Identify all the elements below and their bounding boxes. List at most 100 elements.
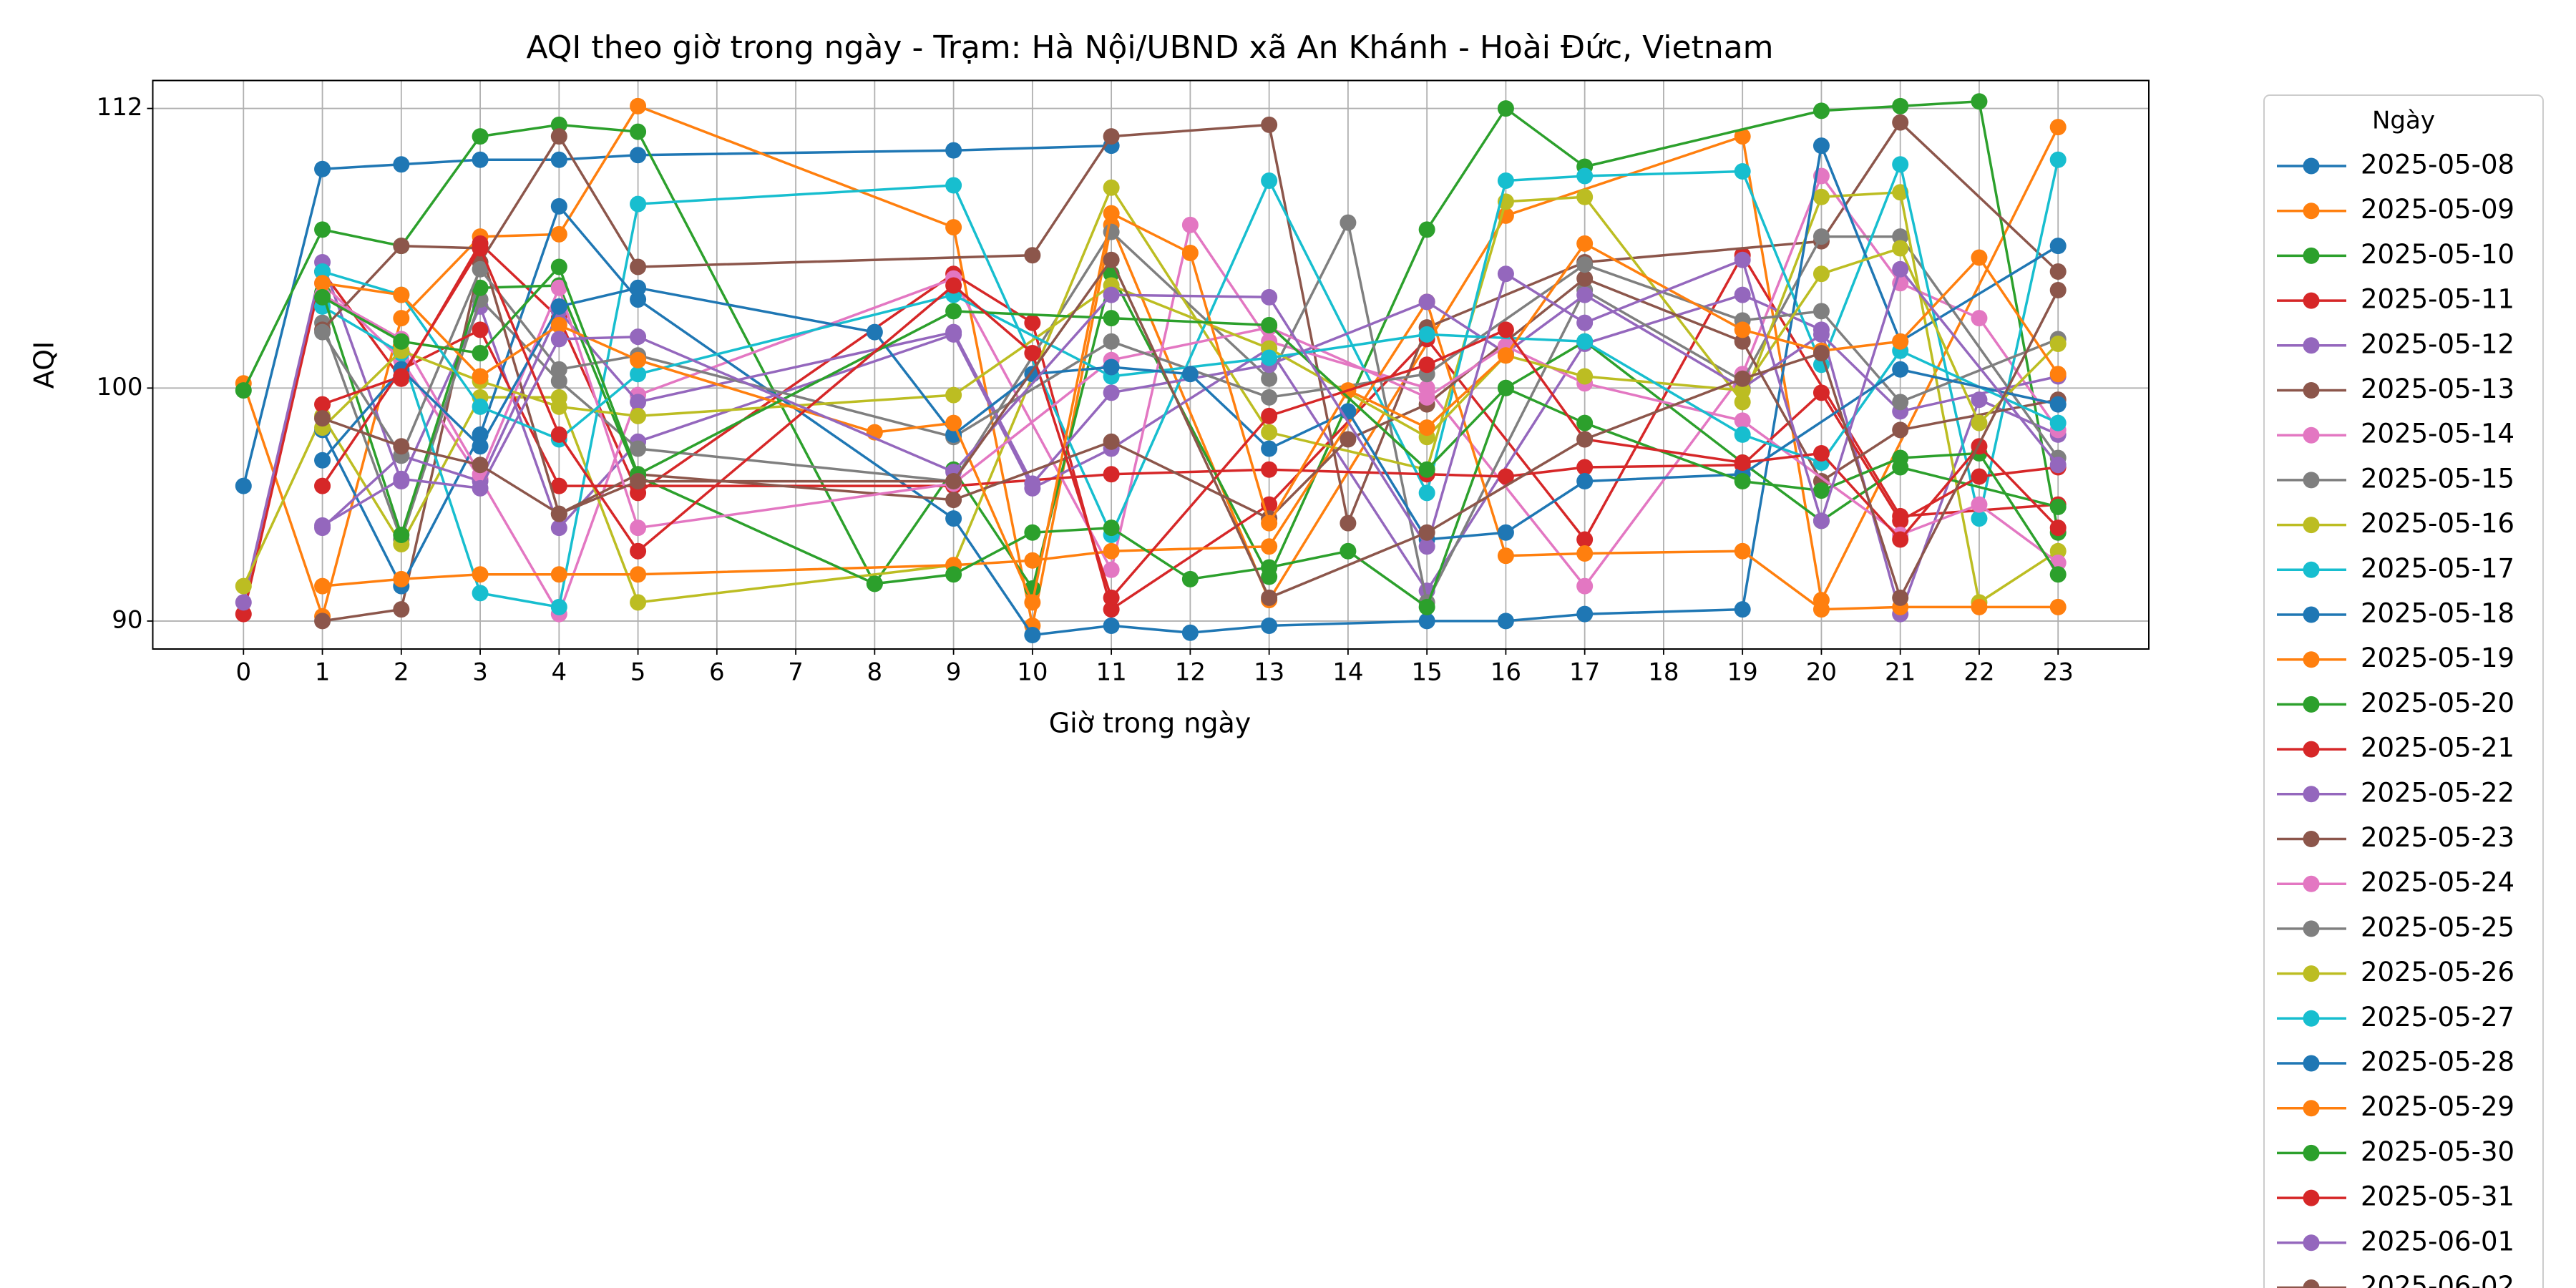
marker <box>314 275 331 292</box>
marker <box>472 321 489 338</box>
legend-marker <box>2303 337 2320 354</box>
marker <box>1103 466 1120 483</box>
marker <box>1892 512 1909 530</box>
legend: Ngày 2025-05-08 2025-05-09 2025-05-10 2025-0… <box>2263 94 2544 1288</box>
marker <box>1734 542 1751 560</box>
marker <box>1103 128 1120 145</box>
marker <box>314 263 331 280</box>
legend-marker <box>2303 426 2320 444</box>
marker <box>1576 414 1594 431</box>
marker <box>1103 384 1120 401</box>
marker <box>314 396 331 413</box>
y-tick-label: 90 <box>112 605 142 634</box>
legend-label: 2025-06-02 <box>2361 1271 2514 1288</box>
marker <box>1576 286 1594 303</box>
marker <box>550 225 567 243</box>
marker <box>1024 552 1041 569</box>
legend-marker <box>2303 517 2320 534</box>
legend-marker <box>2303 831 2320 847</box>
series <box>314 251 2067 606</box>
marker <box>1418 484 1435 502</box>
marker <box>393 368 410 385</box>
marker <box>550 331 567 348</box>
marker <box>550 519 567 537</box>
legend-label: 2025-05-25 <box>2361 912 2514 942</box>
marker <box>945 303 962 320</box>
marker <box>1813 137 1830 155</box>
legend-label: 2025-05-27 <box>2361 1002 2514 1033</box>
series <box>314 251 2067 555</box>
marker <box>235 477 252 494</box>
legend-title: Ngày <box>2372 107 2435 135</box>
series <box>314 137 2067 643</box>
marker <box>630 195 647 213</box>
marker <box>1261 559 1278 576</box>
legend-label: 2025-05-14 <box>2361 419 2514 449</box>
marker <box>630 97 647 114</box>
marker <box>945 177 962 194</box>
x-tick-label: 9 <box>946 658 962 687</box>
marker <box>2049 598 2067 615</box>
marker <box>1418 326 1435 343</box>
marker <box>393 310 410 327</box>
marker <box>1418 613 1435 630</box>
x-tick-label: 10 <box>1017 658 1048 687</box>
marker <box>1576 188 1594 205</box>
marker <box>472 128 489 145</box>
marker <box>630 366 647 383</box>
marker <box>945 386 962 404</box>
marker <box>1734 162 1751 180</box>
legend-label: 2025-05-21 <box>2361 733 2514 763</box>
marker <box>235 594 252 611</box>
marker <box>1261 589 1278 606</box>
x-tick-label: 16 <box>1491 658 1521 687</box>
marker <box>1576 314 1594 331</box>
legend-label: 2025-05-17 <box>2361 553 2514 584</box>
marker <box>2049 414 2067 431</box>
marker <box>1024 524 1041 541</box>
marker <box>1418 221 1435 238</box>
marker <box>472 585 489 602</box>
series <box>314 151 2067 615</box>
marker <box>1103 542 1120 560</box>
marker <box>1103 333 1120 350</box>
marker <box>1418 419 1435 436</box>
marker <box>1497 347 1514 364</box>
marker <box>1734 382 1751 399</box>
marker <box>1261 288 1278 306</box>
marker <box>1261 316 1278 333</box>
marker <box>1497 321 1514 338</box>
marker <box>393 156 410 173</box>
marker <box>1261 514 1278 532</box>
marker <box>1576 459 1594 476</box>
marker <box>472 344 489 361</box>
marker <box>1892 156 1909 173</box>
marker <box>472 240 489 257</box>
marker <box>945 566 962 583</box>
legend-label: 2025-05-30 <box>2361 1136 2514 1167</box>
marker <box>1971 598 1988 615</box>
marker <box>945 510 962 527</box>
legend-marker <box>2303 651 2320 668</box>
marker <box>1103 519 1120 537</box>
marker <box>630 407 647 424</box>
marker <box>1576 577 1594 595</box>
x-tick-label: 15 <box>1412 658 1443 687</box>
marker <box>1734 370 1751 387</box>
marker <box>1813 384 1830 401</box>
marker <box>2049 335 2067 352</box>
x-tick-label: 4 <box>552 658 567 687</box>
marker <box>1024 314 1041 331</box>
legend-label: 2025-05-12 <box>2361 328 2514 359</box>
marker <box>550 298 567 315</box>
marker <box>945 323 962 341</box>
legend-marker <box>2303 472 2320 489</box>
legend-label: 2025-05-19 <box>2361 643 2514 673</box>
legend-label: 2025-05-28 <box>2361 1047 2514 1078</box>
marker <box>314 477 331 494</box>
marker <box>1734 251 1751 268</box>
marker <box>1261 349 1278 366</box>
marker <box>1497 613 1514 630</box>
marker <box>1418 356 1435 374</box>
marker <box>1892 421 1909 439</box>
